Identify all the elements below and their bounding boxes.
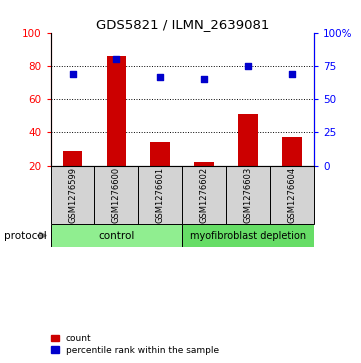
Point [289, 71, 295, 77]
Text: GSM1276599: GSM1276599 [68, 167, 77, 223]
Point [157, 74, 163, 79]
Bar [62, 151, 82, 166]
Bar [270, 166, 314, 224]
Text: GSM1276603: GSM1276603 [244, 167, 253, 223]
Point [201, 76, 207, 82]
Text: GSM1276604: GSM1276604 [288, 167, 297, 223]
Text: protocol: protocol [4, 231, 46, 241]
Bar [282, 138, 302, 166]
Bar [106, 56, 126, 166]
Bar [182, 166, 226, 224]
Bar [95, 166, 138, 224]
Text: control: control [98, 231, 135, 241]
Bar [238, 114, 258, 166]
Point [245, 63, 251, 69]
Bar [51, 166, 95, 224]
Bar [182, 224, 314, 247]
Title: GDS5821 / ILMN_2639081: GDS5821 / ILMN_2639081 [96, 19, 269, 32]
Text: GSM1276602: GSM1276602 [200, 167, 209, 223]
Text: GSM1276600: GSM1276600 [112, 167, 121, 223]
Text: GSM1276601: GSM1276601 [156, 167, 165, 223]
Bar [226, 166, 270, 224]
Text: myofibroblast depletion: myofibroblast depletion [190, 231, 306, 241]
Bar [138, 166, 182, 224]
Point [70, 71, 75, 77]
Bar [51, 224, 182, 247]
Bar [194, 162, 214, 166]
Point [113, 56, 119, 62]
Legend: count, percentile rank within the sample: count, percentile rank within the sample [52, 334, 219, 355]
Bar [151, 142, 170, 166]
